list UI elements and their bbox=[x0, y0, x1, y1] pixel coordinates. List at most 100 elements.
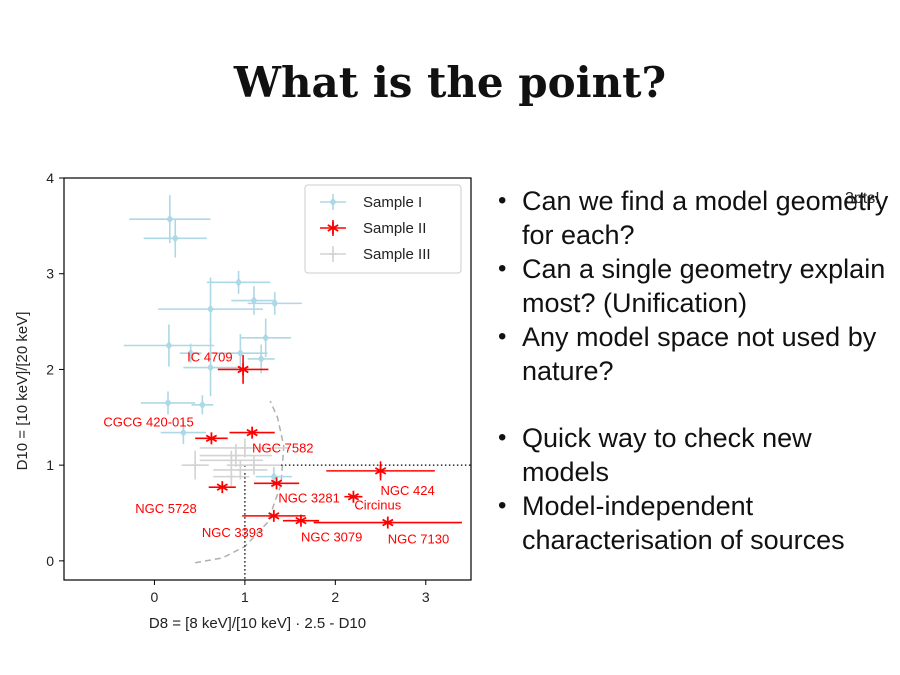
y-tick-label: 4 bbox=[46, 170, 54, 186]
data-point-sample-ii bbox=[242, 509, 306, 522]
data-point-sample-iii bbox=[226, 455, 282, 475]
y-tick-label: 3 bbox=[46, 266, 54, 282]
x-tick-label: 2 bbox=[331, 589, 339, 605]
slide-title: What is the point? bbox=[233, 58, 667, 107]
marker-stroke bbox=[237, 365, 249, 374]
data-point-sample-i bbox=[160, 421, 206, 445]
data-point-sample-ii bbox=[326, 461, 435, 481]
legend-item: Sample I bbox=[320, 194, 422, 211]
data-point-sample-i bbox=[191, 395, 214, 415]
marker bbox=[206, 363, 215, 372]
x-tick-label: 3 bbox=[422, 589, 430, 605]
data-point-sample-iii bbox=[199, 450, 263, 470]
data-point-sample-ii bbox=[344, 490, 363, 503]
point-label: NGC 7130 bbox=[388, 532, 449, 547]
point-label-layer: IC 4709 CGCG 420-015 NGC 7582 NGC 424 NGC 57… bbox=[103, 349, 449, 546]
legend-label: Sample I bbox=[363, 194, 422, 211]
marker bbox=[198, 400, 206, 410]
bullet-item: Model-independent characterisation of so… bbox=[494, 489, 894, 557]
data-point-sample-iii bbox=[181, 450, 209, 480]
data-point-sample-iii bbox=[213, 460, 268, 480]
point-label: NGC 5728 bbox=[135, 501, 196, 516]
data-point-sample-iii bbox=[199, 444, 273, 468]
point-label: NGC 7582 bbox=[252, 441, 313, 456]
marker bbox=[166, 214, 174, 224]
data-point-sample-ii bbox=[229, 426, 275, 439]
marker-stroke bbox=[205, 434, 218, 443]
x-tick-label: 0 bbox=[151, 589, 159, 605]
guide-curve bbox=[195, 400, 285, 564]
data-point-sample-i bbox=[123, 324, 215, 367]
bullet-spacer bbox=[494, 388, 894, 421]
guide-curve-layer bbox=[195, 400, 285, 564]
marker-stroke bbox=[295, 516, 307, 525]
legend-layer: Sample I Sample II Sample III bbox=[304, 184, 462, 274]
marker bbox=[329, 197, 337, 207]
bullet-item: Any model space not used by nature? bbox=[494, 320, 894, 388]
data-point-sample-i bbox=[129, 195, 211, 244]
data-point-sample-i bbox=[140, 391, 196, 415]
legend-box bbox=[304, 184, 462, 274]
dotted-guide-layer bbox=[244, 464, 471, 580]
data-point-sample-ii bbox=[217, 355, 269, 384]
marker bbox=[235, 277, 243, 287]
point-label: NGC 3079 bbox=[301, 530, 362, 545]
bullet-list: Can we find a model geometry for each? C… bbox=[494, 184, 894, 557]
y-axis-label: D10 = [10 keV]/[20 keV] bbox=[14, 312, 31, 471]
points-note: 3pts! bbox=[845, 190, 880, 207]
x-axis-label: D8 = [8 keV]/[10 keV] · 2.5 - D10 bbox=[149, 615, 366, 632]
marker bbox=[171, 233, 179, 243]
data-point-sample-i bbox=[183, 338, 238, 397]
legend-item: Sample II bbox=[320, 220, 426, 237]
axis-layer: 0 1 2 3 0 1 2 3 4 D8 = [8 keV]/[10 keV] · 2.5 - D… bbox=[14, 170, 430, 632]
sample-1-layer bbox=[123, 195, 302, 487]
marker-stroke bbox=[347, 492, 360, 501]
point-label: NGC 3393 bbox=[202, 525, 263, 540]
y-tick-label: 0 bbox=[46, 553, 54, 569]
marker-stroke bbox=[270, 479, 283, 488]
point-label: CGCG 420-015 bbox=[103, 414, 193, 429]
bullet-item: Can a single geometry explain most? (Uni… bbox=[494, 252, 894, 320]
marker bbox=[257, 354, 265, 364]
sample-2-layer bbox=[195, 355, 462, 529]
marker-stroke bbox=[327, 224, 339, 232]
marker bbox=[262, 333, 270, 343]
x-tick-label: 1 bbox=[241, 589, 249, 605]
point-label: NGC 3281 bbox=[278, 491, 339, 506]
marker bbox=[270, 472, 278, 482]
marker-stroke bbox=[374, 467, 387, 475]
data-point-sample-i bbox=[206, 270, 271, 294]
data-point-sample-i bbox=[247, 291, 302, 315]
data-point-sample-i bbox=[143, 219, 207, 258]
data-point-sample-ii bbox=[208, 481, 236, 494]
bullet-item: Quick way to check new models bbox=[494, 421, 894, 489]
legend-item: Sample III bbox=[320, 246, 431, 263]
data-point-sample-i bbox=[240, 318, 292, 357]
marker bbox=[206, 304, 215, 314]
data-point-sample-i bbox=[179, 343, 202, 363]
marker-stroke bbox=[246, 428, 258, 437]
data-point-sample-i bbox=[213, 334, 268, 373]
marker bbox=[271, 298, 279, 308]
legend-label: Sample II bbox=[363, 220, 426, 237]
data-point-sample-iii bbox=[199, 438, 291, 458]
data-point-sample-i bbox=[158, 277, 263, 341]
marker bbox=[187, 348, 195, 358]
y-tick-label: 1 bbox=[46, 457, 54, 473]
marker-stroke bbox=[268, 512, 280, 520]
data-point-sample-ii bbox=[282, 514, 320, 527]
data-point-sample-ii bbox=[313, 516, 462, 529]
data-point-sample-i bbox=[247, 344, 275, 374]
point-label: IC 4709 bbox=[187, 349, 233, 364]
y-tick-label: 2 bbox=[46, 361, 54, 377]
marker bbox=[164, 398, 172, 408]
data-point-sample-iii bbox=[213, 467, 250, 487]
legend-label: Sample III bbox=[363, 246, 431, 263]
plot-frame bbox=[63, 177, 472, 581]
annotation-label: Circinus bbox=[354, 497, 401, 512]
marker bbox=[236, 348, 244, 358]
point-label: NGC 424 bbox=[381, 483, 435, 498]
data-point-sample-ii bbox=[195, 432, 228, 445]
marker-stroke bbox=[216, 483, 228, 491]
data-point-sample-ii bbox=[253, 477, 300, 490]
